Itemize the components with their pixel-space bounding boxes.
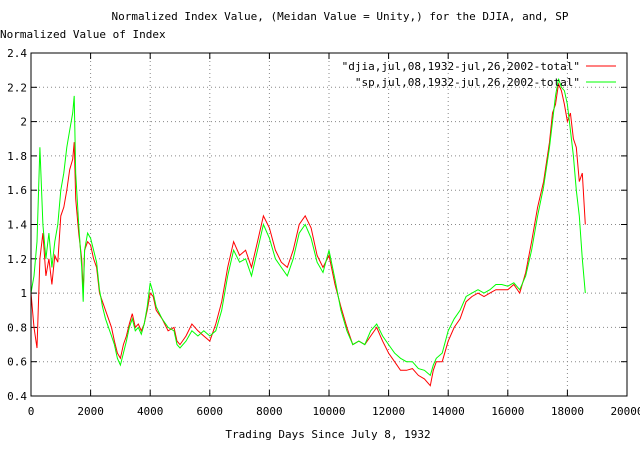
x-tick-labels: 0 2000 4000 6000 8000 10000 12000 14000 16000 180… [28,405,640,418]
x-tick-label: 8000 [256,405,283,418]
x-tick-label: 4000 [137,405,164,418]
grid [31,53,627,396]
x-tick-label: 12000 [372,405,405,418]
series-line-2 [30,78,586,377]
chart-title: Normalized Index Value, (Meidan Value = … [112,10,569,23]
y-tick-label: 2 [20,116,27,129]
y-tick-label: 1.6 [7,184,27,197]
x-tick-label: 18000 [551,405,584,418]
x-tick-label: 16000 [491,405,524,418]
tick-marks [30,52,628,397]
legend-label-2: "sp,jul,08,1932-jul,26,2002-total" [355,76,580,89]
plot-frame [30,52,628,397]
x-tick-label: 2000 [77,405,104,418]
y-tick-label: 0.8 [7,321,27,334]
y-tick-label: 1.4 [7,219,27,232]
y-tick-label: 1.8 [7,150,27,163]
y-axis-label: Normalized Value of Index [0,28,166,41]
y-tick-label: 0.6 [7,356,27,369]
x-tick-label: 0 [28,405,35,418]
x-axis-label: Trading Days Since July 8, 1932 [225,428,430,441]
y-tick-label: 1 [20,287,27,300]
y-tick-label: 2.2 [7,81,27,94]
x-tick-label: 10000 [312,405,345,418]
y-tick-label: 0.4 [7,390,27,403]
x-tick-label: 6000 [197,405,224,418]
x-tick-label: 14000 [432,405,465,418]
series-lines [30,78,586,387]
series-line-1 [30,82,586,387]
y-tick-labels: 0.4 0.6 0.8 1 1.2 1.4 1.6 1.8 2 2.2 2.4 [7,47,27,403]
legend-label-1: "djia,jul,08,1932-jul,26,2002-total" [342,60,580,73]
y-tick-label: 1.2 [7,253,27,266]
y-tick-label: 2.4 [7,47,27,60]
legend: "djia,jul,08,1932-jul,26,2002-total" "sp,… [342,60,616,89]
